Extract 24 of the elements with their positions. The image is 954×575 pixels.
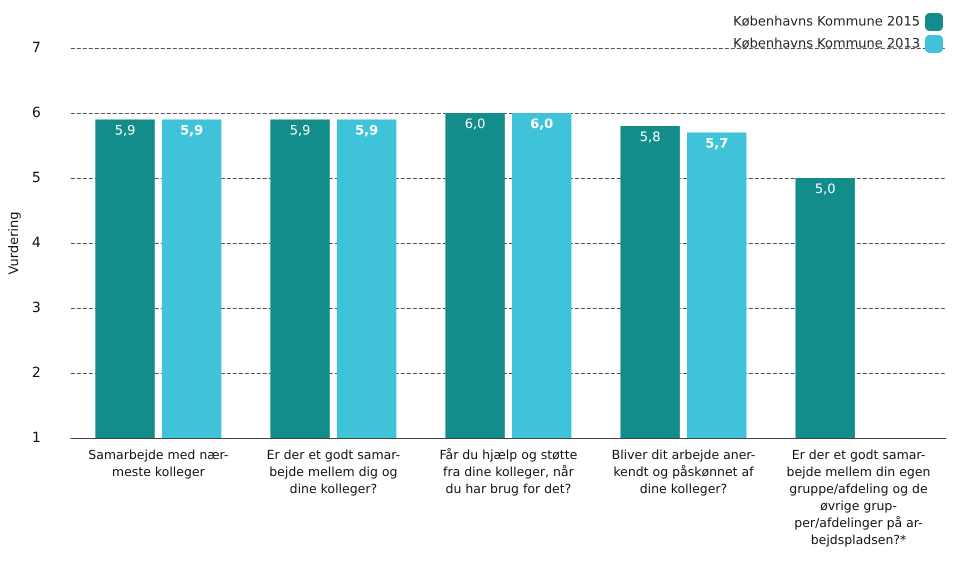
x-tick-label: Bliver dit arbejde aner- kendt og påskønnet af dine kolleger? bbox=[612, 447, 756, 496]
x-tick-label: Er der et godt samar- bejde mellem dig og dine kolleger? bbox=[266, 447, 400, 496]
x-tick-label: Får du hjælp og støtte fra dine kolleger, når du har brug for det? bbox=[439, 447, 578, 496]
y-tick-label: 3 bbox=[32, 300, 41, 316]
data-label: 5,9 bbox=[114, 124, 136, 138]
y-axis-title: Vurdering bbox=[7, 211, 22, 275]
data-label: 5,0 bbox=[814, 182, 836, 197]
x-tick-label: Er der et godt samar- bejde mellem din egen gruppe/afdeling og de øvrige grup- per/afdelinger på ar- bejdspladsen?* bbox=[786, 447, 930, 547]
data-label: 5,9 bbox=[290, 124, 310, 138]
y-tick-label: 1 bbox=[32, 430, 41, 446]
data-label: 5,9 bbox=[355, 124, 378, 138]
legend-label: Københavns Kommune 2013 bbox=[733, 36, 920, 52]
y-tick-label: 5 bbox=[32, 170, 41, 186]
data-label: 5,7 bbox=[705, 136, 728, 152]
y-tick-label: 2 bbox=[32, 365, 41, 381]
y-tick-label: 6 bbox=[32, 105, 41, 121]
y-tick-label: 7 bbox=[32, 40, 41, 56]
y-tick-label: 4 bbox=[32, 235, 41, 251]
legend-label: Københavns Kommune 2015 bbox=[733, 14, 920, 30]
x-tick-label: Samarbejde med nær- meste kolleger bbox=[88, 447, 228, 479]
data-label: 6,0 bbox=[530, 117, 554, 132]
data-label: 5,9 bbox=[180, 124, 204, 138]
data-label: 5,8 bbox=[640, 130, 660, 145]
data-label: 6,0 bbox=[464, 117, 486, 132]
